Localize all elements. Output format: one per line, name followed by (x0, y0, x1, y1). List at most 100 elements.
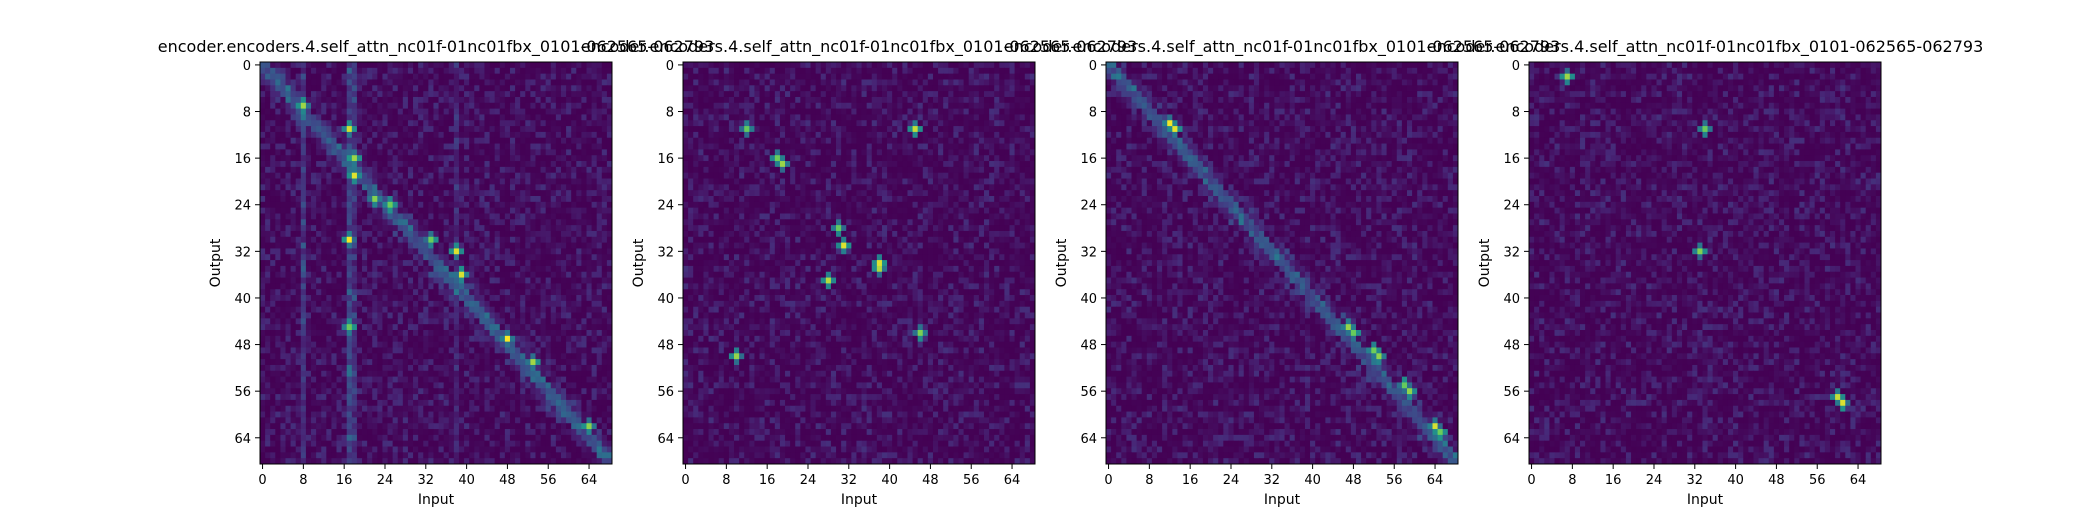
heatmap-cell (362, 335, 368, 343)
heatmap-cell (484, 201, 490, 209)
heatmap-cell (581, 399, 587, 407)
heatmap-cell (418, 399, 424, 407)
heatmap-cell (458, 446, 465, 453)
heatmap-cell (336, 79, 343, 86)
heatmap-cell (586, 242, 592, 249)
heatmap-cell (356, 265, 363, 273)
heatmap-cell (418, 73, 424, 80)
heatmap-cell (861, 62, 868, 69)
heatmap-cell (413, 62, 419, 69)
heatmap-cell (346, 312, 353, 319)
heatmap-cell (285, 289, 292, 296)
heatmap-cell (596, 178, 603, 185)
heatmap-cell (316, 405, 322, 412)
heatmap-cell (560, 359, 567, 366)
heatmap-cell (275, 207, 281, 214)
heatmap-cell (321, 143, 327, 150)
heatmap-cell (260, 143, 266, 150)
heatmap-cell (362, 388, 368, 395)
heatmap-cell (326, 446, 332, 453)
heatmap-cell (362, 225, 368, 232)
heatmap-cell (367, 318, 373, 325)
heatmap-cell (285, 248, 292, 255)
heatmap-cell (275, 405, 281, 412)
heatmap-cell (515, 149, 521, 156)
heatmap-cell (458, 411, 465, 418)
heatmap-cell (341, 254, 348, 261)
heatmap-cell (265, 283, 271, 290)
heatmap-cell (346, 271, 353, 278)
heatmap-cell (336, 85, 343, 92)
heatmap-cell (525, 62, 531, 69)
heatmap-cell (566, 283, 572, 290)
heatmap-cell (555, 283, 562, 290)
heatmap-cell (407, 114, 414, 121)
heatmap-cell (469, 207, 475, 214)
heatmap-cell (566, 324, 572, 331)
heatmap-cell (280, 190, 286, 197)
heatmap-cell (336, 283, 343, 290)
heatmap-cell (413, 254, 419, 261)
heatmap-cell (280, 242, 286, 249)
heatmap-cell (260, 324, 266, 331)
heatmap-cell (377, 96, 383, 104)
heatmap-cell (387, 161, 394, 168)
heatmap-cell (321, 312, 327, 319)
heatmap-cell (458, 196, 465, 203)
heatmap-cell (489, 114, 496, 121)
heatmap-cell (362, 411, 368, 418)
heatmap-cell (331, 318, 337, 325)
heatmap-cell (601, 161, 608, 168)
heatmap-cell (586, 166, 592, 174)
heatmap-cell (540, 149, 547, 156)
heatmap-cell (316, 289, 322, 296)
heatmap-cell (479, 201, 485, 209)
heatmap-cell (866, 62, 873, 69)
heatmap-cell (571, 364, 577, 372)
heatmap-cell (300, 67, 307, 75)
heatmap-cell (428, 242, 434, 249)
heatmap-cell (372, 207, 378, 214)
heatmap-cell (489, 91, 496, 98)
heatmap-cell (351, 417, 358, 424)
heatmap-cell (464, 172, 470, 179)
heatmap-cell (362, 324, 368, 331)
heatmap-cell (397, 271, 404, 278)
heatmap-cell (545, 172, 552, 179)
heatmap-cell (581, 405, 587, 412)
heatmap-cell (362, 423, 368, 430)
heatmap-cell (520, 382, 526, 389)
heatmap-cell (418, 260, 424, 267)
heatmap-cell (474, 289, 480, 296)
heatmap-cell (275, 353, 281, 360)
heatmap-cell (596, 277, 603, 284)
heatmap-cell (530, 306, 536, 313)
heatmap-cell (586, 143, 592, 150)
heatmap-cell (311, 248, 317, 255)
heatmap-cell (489, 207, 496, 214)
heatmap-cell (525, 341, 531, 348)
heatmap-cell (382, 376, 388, 383)
heatmap-cell (377, 91, 383, 98)
heatmap-cell (596, 429, 603, 436)
heatmap-cell (530, 405, 536, 412)
heatmap-cell (331, 394, 337, 401)
heatmap-cell (326, 277, 332, 284)
heatmap-cell (356, 359, 363, 366)
heatmap-cell (494, 219, 501, 226)
heatmap-cell (280, 178, 286, 185)
heatmap-cell (397, 190, 404, 197)
heatmap-cell (540, 207, 547, 214)
heatmap-cell (428, 172, 434, 179)
heatmap-cell (489, 184, 496, 191)
heatmap-cell (351, 62, 358, 69)
heatmap-cell (484, 85, 490, 92)
heatmap-cell (311, 161, 317, 168)
heatmap-cell (479, 79, 485, 86)
heatmap-cell (525, 434, 531, 442)
heatmap-cell (509, 306, 516, 313)
heatmap-cell (311, 388, 317, 395)
heatmap-cell (596, 248, 603, 255)
heatmap-cell (504, 120, 511, 127)
heatmap-cell (356, 236, 363, 244)
